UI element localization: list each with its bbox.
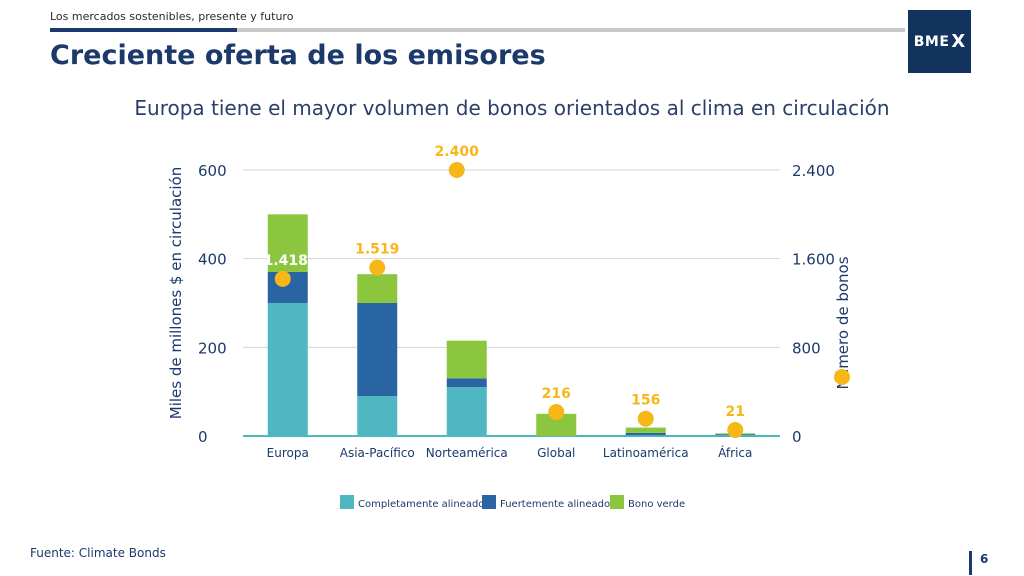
bar-segment <box>536 413 577 436</box>
bar-segment <box>357 396 398 436</box>
data-point <box>548 404 565 421</box>
data-label: 2.400 <box>435 144 480 160</box>
top-caption: Los mercados sostenibles, presente y fut… <box>50 10 294 23</box>
legend-dot-marker <box>834 369 850 385</box>
bar-segment <box>446 340 487 379</box>
data-label: 216 <box>542 386 571 402</box>
bar-segment <box>357 303 398 397</box>
y2-axis-title: Número de bonos <box>834 256 852 389</box>
bar-segment <box>357 274 398 303</box>
legend-swatch <box>340 495 354 509</box>
data-label: 1.418 <box>264 253 308 269</box>
y2-tick-label: 800 <box>792 339 821 357</box>
bar-segment <box>267 303 308 436</box>
data-label: 1.519 <box>355 242 399 258</box>
legend-label: Completamente alineado <box>358 499 484 510</box>
y-tick-label: 400 <box>198 251 227 269</box>
y-tick-label: 600 <box>198 162 227 180</box>
logo-x-icon: X <box>951 31 966 52</box>
bme-logo: BME X <box>908 10 971 73</box>
page-number: 6 <box>980 552 989 566</box>
chart-title: Europa tiene el mayor volumen de bonos o… <box>134 96 890 120</box>
source-note: Fuente: Climate Bonds <box>30 546 166 560</box>
data-point <box>274 270 291 287</box>
page-number-marker <box>969 551 972 575</box>
x-tick-label: África <box>718 445 752 460</box>
y2-tick-label: 0 <box>792 428 802 446</box>
bar-segment <box>446 378 487 388</box>
x-tick-label: Asia-Pacífico <box>340 446 415 460</box>
data-label: 156 <box>631 393 660 409</box>
bar-segment <box>446 387 487 436</box>
legend-label: Bono verde <box>628 499 685 510</box>
legend-label: Fuertemente alineado <box>500 499 610 510</box>
legend-swatch <box>610 495 624 509</box>
x-tick-label: Europa <box>267 446 309 460</box>
x-tick-label: Latinoamérica <box>603 446 689 460</box>
x-tick-label: Norteamérica <box>426 446 508 460</box>
y-tick-label: 200 <box>198 339 227 357</box>
bar-segment <box>267 214 308 272</box>
header-divider <box>50 28 905 32</box>
y2-tick-label: 1.600 <box>792 251 835 269</box>
y2-tick-label: 2.400 <box>792 162 835 180</box>
data-label: 21 <box>726 404 745 420</box>
data-point <box>727 422 744 438</box>
bar-segment <box>625 427 666 433</box>
y-axis-title: Miles de millones $ en circulación <box>167 167 185 420</box>
bar-segment <box>625 435 666 436</box>
page-title: Creciente oferta de los emisores <box>50 40 546 71</box>
y-tick-label: 0 <box>198 428 208 446</box>
bar-segment <box>625 432 666 436</box>
data-point <box>448 162 465 178</box>
header-divider-accent <box>50 28 237 32</box>
data-point <box>369 259 386 276</box>
x-tick-label: Global <box>537 446 575 460</box>
data-point <box>637 410 654 427</box>
legend-swatch <box>482 495 496 509</box>
logo-text: BME <box>913 33 950 50</box>
